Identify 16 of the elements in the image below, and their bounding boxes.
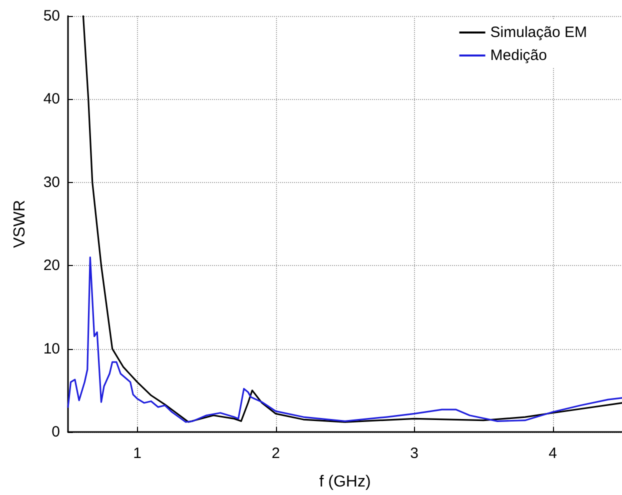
y-axis-title: VSWR [12, 200, 28, 248]
line-series [82, 15, 622, 423]
y-tick-label: 10 [43, 340, 60, 358]
x-tick-label: 1 [133, 445, 142, 462]
x-tick-label: 2 [272, 445, 280, 462]
x-tick-label: 4 [548, 445, 557, 462]
y-tick-label: 30 [43, 174, 60, 191]
y-tick-label: 0 [52, 424, 60, 440]
x-tick-label: 3 [410, 445, 418, 462]
line-series [67, 256, 622, 423]
x-axis-title: f (GHz) [319, 474, 371, 490]
legend-label: Simulação EM [490, 24, 587, 41]
y-tick-label: 40 [43, 90, 60, 108]
legend-label: Medição [490, 47, 547, 64]
y-tick-label: 20 [43, 257, 60, 274]
y-tick-label: 50 [43, 8, 60, 24]
